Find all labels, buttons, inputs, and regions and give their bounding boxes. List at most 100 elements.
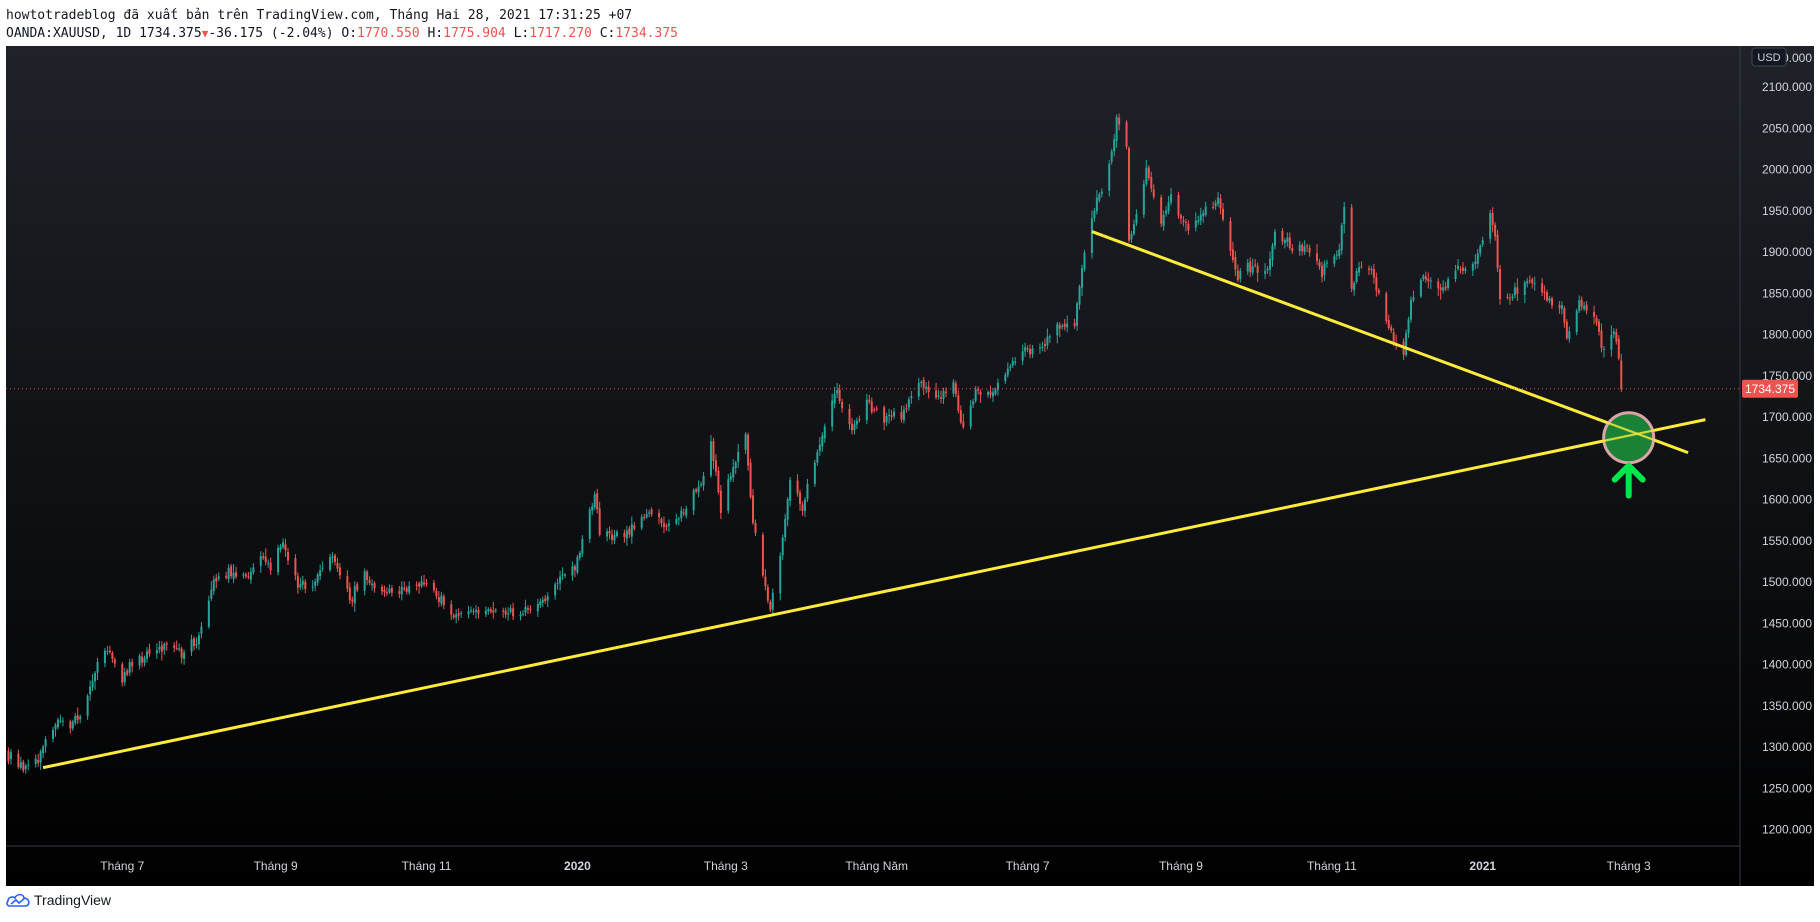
candle (403, 581, 406, 592)
candle-body (658, 513, 661, 518)
time-axis[interactable]: Tháng 7 Tháng 9 Tháng 11 2020 Tháng 3 Tháng N… (100, 859, 1651, 873)
candle (1113, 133, 1116, 157)
candle (1568, 326, 1571, 343)
candle (113, 657, 116, 668)
candle-body (1471, 264, 1474, 271)
candle-body (905, 408, 908, 410)
candle-body (1167, 202, 1170, 212)
candle (1474, 254, 1477, 270)
candle-body (559, 576, 562, 584)
candle-body (1476, 253, 1479, 264)
candle (719, 484, 722, 520)
candle (1528, 275, 1531, 284)
candle (957, 390, 960, 414)
candle (1617, 335, 1620, 361)
candle-body (319, 570, 322, 577)
candle-body (1439, 287, 1442, 290)
candle-body (301, 580, 304, 585)
candle (1095, 190, 1098, 215)
candle (1066, 315, 1069, 333)
candle (1496, 229, 1499, 273)
candle (833, 386, 836, 409)
candle-body (1325, 262, 1328, 264)
candle-body (351, 599, 354, 602)
candle-body (662, 523, 665, 527)
candle-body (242, 574, 245, 576)
candle (816, 449, 819, 466)
candle (1457, 259, 1460, 271)
candle (1476, 248, 1479, 269)
candle-body (744, 434, 747, 450)
candle (836, 382, 839, 399)
candle (1264, 263, 1267, 280)
candle-body (227, 567, 230, 580)
candle (564, 572, 567, 579)
candle-body (526, 607, 529, 610)
price-chart[interactable]: 1200.000 1250.000 1300.000 1350.000 1400.000… (6, 46, 1814, 886)
candle-body (1563, 308, 1566, 323)
candle-body (747, 434, 750, 466)
candle-body (74, 715, 77, 723)
candle-body (1407, 319, 1410, 334)
candle-body (764, 576, 767, 587)
candle-body (719, 490, 722, 513)
candle-body (888, 414, 891, 416)
candle-body (1560, 305, 1563, 309)
candle (1437, 278, 1440, 297)
candle (1464, 266, 1467, 274)
candle-body (786, 499, 789, 520)
candle (472, 608, 475, 615)
time-tick-label: Tháng 11 (1307, 859, 1357, 873)
candle (148, 643, 151, 657)
candle-body (368, 580, 371, 584)
candle (692, 488, 695, 516)
candle-body (727, 479, 730, 511)
candle-body (1269, 258, 1272, 270)
candle (1340, 222, 1343, 255)
price-tick-label: 1600.000 (1762, 493, 1812, 507)
candle-body (1565, 321, 1568, 339)
price-tick-label: 1200.000 (1762, 823, 1812, 837)
high-value: 1775.904 (443, 26, 506, 41)
candle (207, 595, 210, 629)
candle-body (1541, 283, 1544, 293)
candle (576, 554, 579, 575)
candle-body (1177, 194, 1180, 216)
candle (766, 584, 769, 604)
last-price-marker-label: 1734.375 (1745, 382, 1795, 396)
candle-body (210, 589, 213, 599)
candle-body (89, 686, 92, 695)
candle (615, 529, 618, 538)
candle-body (1043, 344, 1046, 347)
candle-body (1422, 275, 1425, 279)
candle-body (784, 518, 787, 538)
candle-body (677, 518, 680, 520)
candle-body (1360, 266, 1363, 268)
candle-body (1543, 291, 1546, 294)
candle-body (1585, 304, 1588, 311)
candle-body (940, 397, 943, 399)
candle-body (1076, 303, 1079, 326)
candle-body (1551, 298, 1554, 306)
candle (44, 736, 47, 753)
candle-body (935, 390, 938, 398)
candle-body (472, 610, 475, 612)
candle (296, 572, 299, 594)
candle (1098, 192, 1101, 203)
candle-body (423, 582, 426, 585)
candle (56, 717, 59, 730)
candle-body (1130, 234, 1133, 240)
currency-badge-box (1751, 47, 1787, 67)
candle-body (1063, 323, 1066, 328)
candle (1160, 194, 1163, 228)
candle-body (645, 513, 648, 518)
candle-body (1194, 220, 1197, 228)
candle-body (1459, 268, 1462, 270)
candle-body (1011, 360, 1014, 366)
candle (512, 602, 515, 621)
price-axis[interactable]: 1200.000 1250.000 1300.000 1350.000 1400.000… (1742, 47, 1812, 837)
candle (1506, 293, 1509, 300)
candle (1454, 265, 1457, 283)
tradingview-branding[interactable]: TradingView (6, 892, 111, 908)
candle-body (1405, 333, 1408, 355)
